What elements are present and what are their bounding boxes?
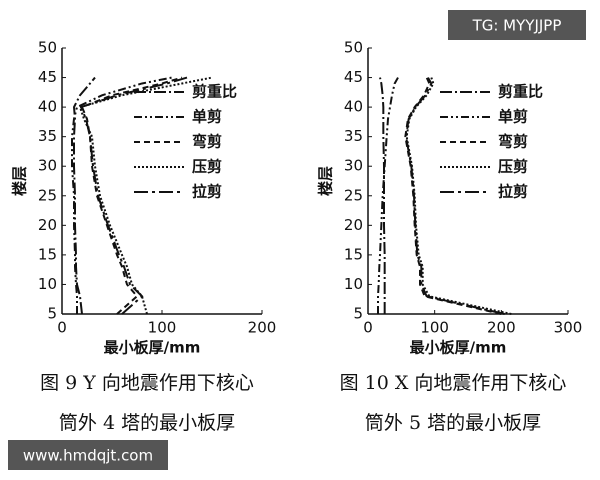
caption: 筒外 5 塔的最小板厚 — [365, 412, 541, 434]
series-line — [71, 76, 173, 314]
y-tick-label: 5 — [47, 305, 57, 323]
y-tick-label: 5 — [353, 305, 363, 323]
x-tick-label: 0 — [57, 319, 67, 337]
x-axis-label: 最小板厚/mm — [104, 339, 201, 357]
legend-label: 拉剪 — [192, 183, 222, 201]
y-tick-label: 50 — [344, 39, 363, 57]
watermark-box — [448, 10, 586, 40]
legend-label: 剪重比 — [192, 83, 237, 101]
y-tick-label: 45 — [344, 68, 363, 86]
x-tick-label: 100 — [420, 319, 449, 337]
legend-label: 单剪 — [498, 108, 528, 126]
series-line — [379, 77, 386, 314]
watermark-box — [8, 440, 168, 470]
x-tick-label: 0 — [363, 319, 373, 337]
legend-label: 弯剪 — [498, 133, 528, 151]
y-tick-label: 10 — [344, 275, 363, 293]
x-axis-label: 最小板厚/mm — [410, 339, 507, 357]
series-line — [404, 77, 505, 315]
series-line — [79, 76, 188, 315]
legend-label: 弯剪 — [192, 133, 222, 151]
y-axis-label: 楼层 — [317, 166, 335, 196]
y-tick-label: 25 — [38, 186, 57, 204]
caption: 图 10 X 向地震作用下核心 — [340, 372, 567, 394]
x-tick-label: 100 — [148, 319, 177, 337]
legend-label: 单剪 — [192, 108, 222, 126]
y-tick-label: 50 — [38, 39, 57, 57]
series-line — [72, 76, 96, 315]
y-tick-label: 45 — [38, 68, 57, 86]
caption: 图 9 Y 向地震作用下核心 — [40, 372, 254, 394]
watermark: www.hmdqjt.com — [23, 447, 153, 465]
y-tick-label: 40 — [344, 98, 363, 116]
series-line — [404, 77, 502, 315]
series-line — [78, 76, 213, 315]
y-tick-label: 35 — [344, 127, 363, 145]
y-tick-label: 15 — [344, 245, 363, 263]
y-tick-label: 40 — [38, 98, 57, 116]
y-tick-label: 30 — [344, 157, 363, 175]
y-tick-label: 35 — [38, 127, 57, 145]
x-tick-label: 200 — [487, 319, 516, 337]
series-line — [405, 77, 512, 315]
y-tick-label: 15 — [38, 245, 57, 263]
legend-label: 拉剪 — [498, 183, 528, 201]
series-line — [377, 77, 399, 314]
watermark: TG: MYYJJPP — [472, 17, 562, 35]
legend-label: 压剪 — [192, 158, 222, 176]
x-tick-label: 300 — [554, 319, 583, 337]
y-tick-label: 10 — [38, 275, 57, 293]
y-tick-label: 20 — [38, 216, 57, 234]
y-tick-label: 25 — [344, 186, 363, 204]
x-tick-label: 200 — [248, 319, 277, 337]
legend-label: 压剪 — [498, 158, 528, 176]
y-tick-label: 30 — [38, 157, 57, 175]
legend-label: 剪重比 — [498, 83, 543, 101]
y-tick-label: 20 — [344, 216, 363, 234]
caption: 筒外 4 塔的最小板厚 — [59, 412, 235, 434]
y-axis-label: 楼层 — [11, 166, 29, 196]
